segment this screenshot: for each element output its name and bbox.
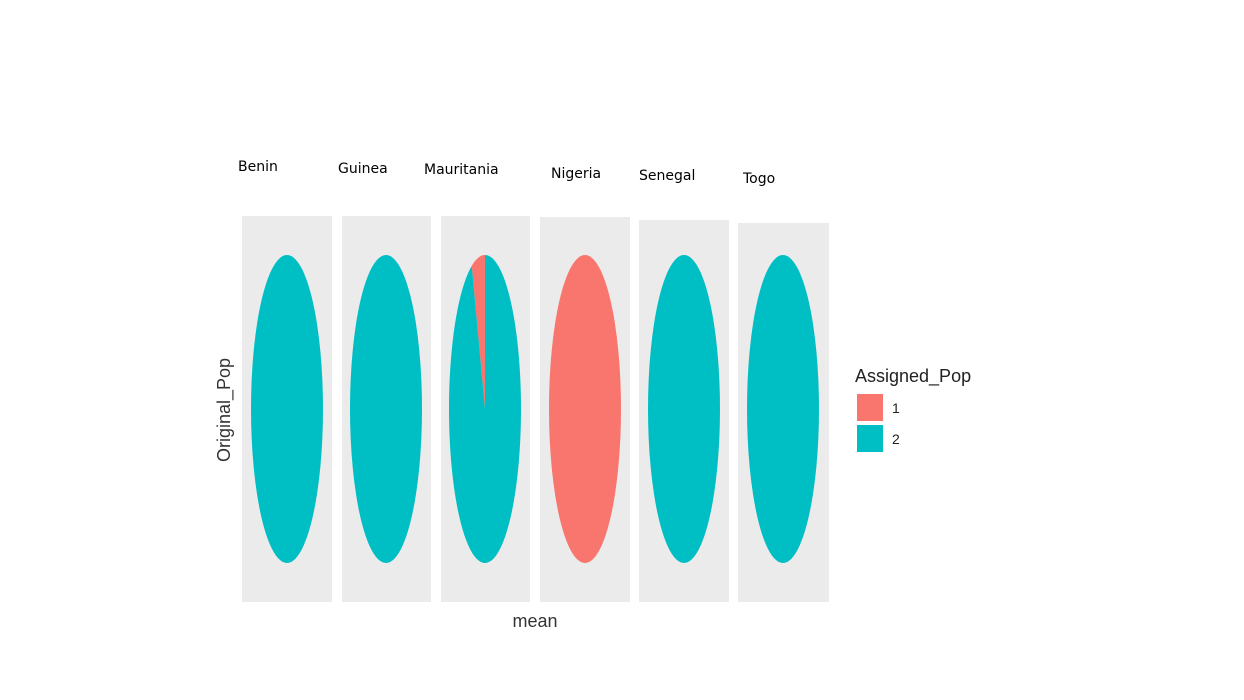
pie-slice-benin-2 (251, 255, 323, 563)
pie-slice-nigeria-1 (549, 255, 621, 563)
facet-mauritania: Mauritania (424, 162, 530, 602)
facet-togo: Togo (738, 171, 829, 602)
facet-guinea: Guinea (338, 161, 431, 602)
pie-slice-mauritania-2 (449, 255, 521, 563)
legend-entries: 12 (857, 394, 900, 452)
legend-title: Assigned_Pop (855, 366, 971, 387)
facet-nigeria: Nigeria (540, 166, 630, 602)
legend-entry-1: 1 (857, 394, 900, 421)
y-axis-label: Original_Pop (214, 358, 235, 462)
facet-panels: Benin Guinea Mauritania Nigeria Senegal Togo (238, 159, 829, 602)
facet-strip-label: Guinea (338, 161, 388, 177)
legend-key-swatch (857, 425, 883, 452)
facet-strip-label: Senegal (639, 168, 695, 184)
legend-key-swatch (857, 394, 883, 421)
pie-slice-guinea-2 (350, 255, 422, 563)
pie-slice-mauritania-1 (471, 255, 485, 409)
pie-slice-togo-2 (747, 255, 819, 563)
legend-key-label: 2 (892, 431, 900, 447)
legend-key-label: 1 (892, 400, 900, 416)
facet-strip-label: Togo (742, 171, 775, 187)
pie-slice-senegal-2 (648, 255, 720, 563)
facet-strip-label: Nigeria (551, 166, 601, 182)
legend-entry-2: 2 (857, 425, 900, 452)
facet-benin: Benin (238, 159, 332, 602)
facet-strip-label: Mauritania (424, 162, 499, 178)
facet-strip-label: Benin (238, 159, 278, 175)
legend: Assigned_Pop 12 (855, 366, 971, 452)
facet-senegal: Senegal (639, 168, 729, 602)
x-axis-label: mean (512, 611, 557, 631)
